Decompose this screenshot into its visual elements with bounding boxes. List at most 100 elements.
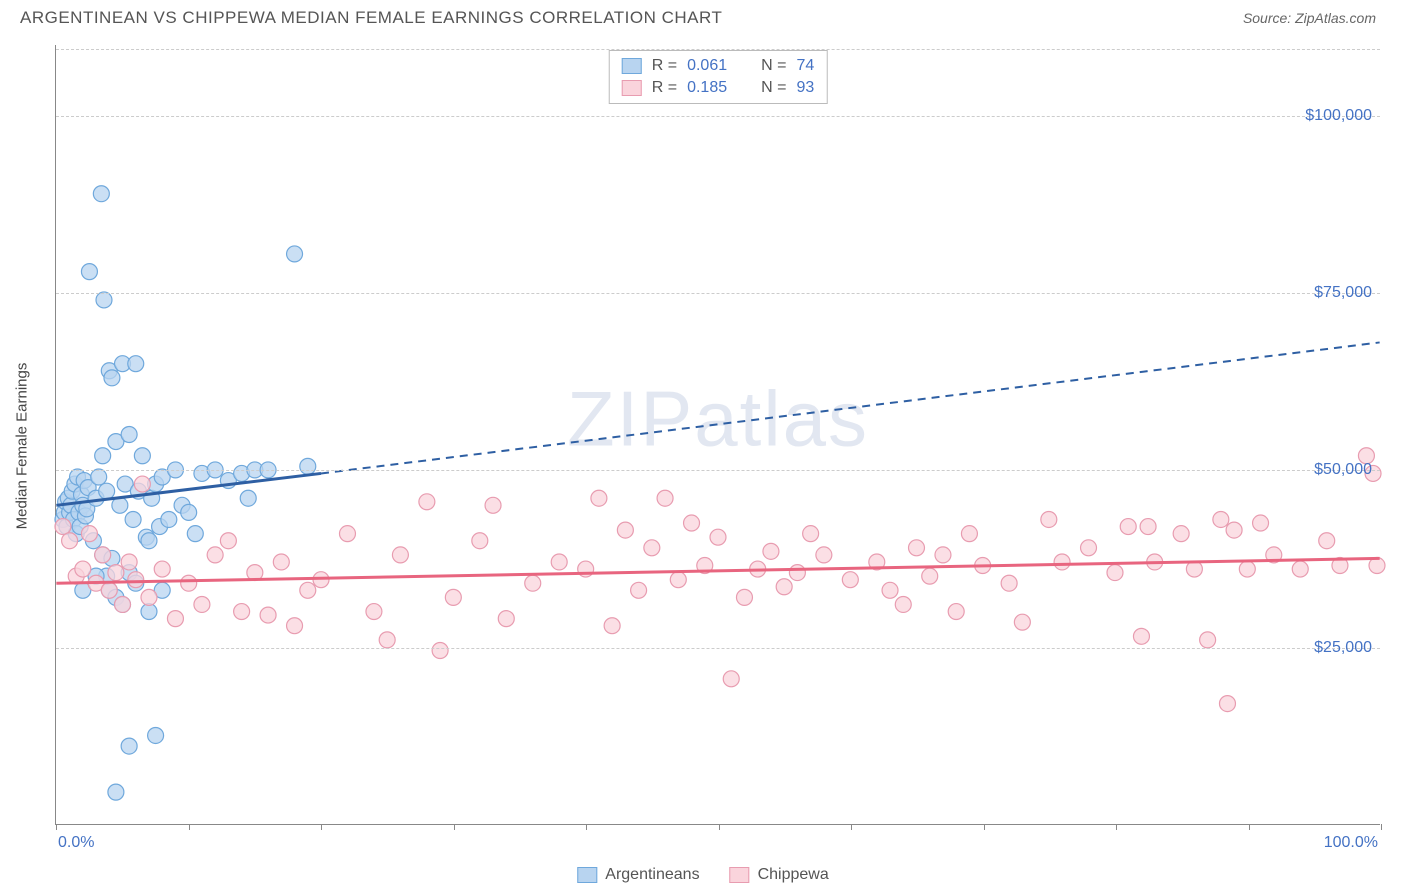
- data-point: [125, 511, 141, 527]
- data-point: [922, 568, 938, 584]
- data-point: [789, 565, 805, 581]
- data-point: [670, 572, 686, 588]
- data-point: [1107, 565, 1123, 581]
- legend-swatch: [577, 867, 597, 883]
- legend-n-label: N =: [761, 79, 786, 97]
- legend-series-label: Chippewa: [758, 866, 829, 884]
- data-point: [895, 596, 911, 612]
- legend-n-label: N =: [761, 57, 786, 75]
- legend-swatch: [730, 867, 750, 883]
- data-point: [95, 448, 111, 464]
- legend-series-item: Chippewa: [730, 866, 829, 884]
- data-point: [1041, 511, 1057, 527]
- data-point: [96, 292, 112, 308]
- data-point: [1140, 519, 1156, 535]
- data-point: [842, 572, 858, 588]
- legend-correlation: R =0.061N =74R =0.185N =93: [609, 50, 828, 104]
- x-tick: [851, 824, 852, 830]
- data-point: [194, 596, 210, 612]
- x-tick: [719, 824, 720, 830]
- legend-row: R =0.061N =74: [622, 55, 815, 77]
- data-point: [181, 575, 197, 591]
- data-point: [657, 490, 673, 506]
- x-tick: [1381, 824, 1382, 830]
- data-point: [551, 554, 567, 570]
- data-point: [121, 738, 137, 754]
- legend-series-item: Argentineans: [577, 866, 699, 884]
- gridline: [56, 470, 1380, 471]
- data-point: [644, 540, 660, 556]
- data-point: [75, 561, 91, 577]
- trend-line-extrapolated: [321, 342, 1380, 473]
- data-point: [803, 526, 819, 542]
- data-point: [961, 526, 977, 542]
- data-point: [948, 604, 964, 620]
- data-point: [93, 186, 109, 202]
- y-tick-label: $100,000: [1305, 107, 1372, 125]
- data-point: [1014, 614, 1030, 630]
- data-point: [1200, 632, 1216, 648]
- gridline: [56, 49, 1380, 50]
- legend-r-value: 0.061: [687, 57, 727, 75]
- legend-swatch: [622, 80, 642, 96]
- data-point: [472, 533, 488, 549]
- legend-swatch: [622, 58, 642, 74]
- data-point: [935, 547, 951, 563]
- data-point: [207, 547, 223, 563]
- data-point: [776, 579, 792, 595]
- data-point: [736, 589, 752, 605]
- gridline: [56, 293, 1380, 294]
- data-point: [1173, 526, 1189, 542]
- data-point: [604, 618, 620, 634]
- data-point: [591, 490, 607, 506]
- legend-r-value: 0.185: [687, 79, 727, 97]
- data-point: [108, 565, 124, 581]
- data-point: [1239, 561, 1255, 577]
- data-point: [141, 589, 157, 605]
- data-point: [1001, 575, 1017, 591]
- data-point: [287, 246, 303, 262]
- data-point: [882, 582, 898, 598]
- data-point: [121, 427, 137, 443]
- data-point: [498, 611, 514, 627]
- data-point: [81, 526, 97, 542]
- data-point: [763, 543, 779, 559]
- data-point: [485, 497, 501, 513]
- data-point: [273, 554, 289, 570]
- data-point: [723, 671, 739, 687]
- data-point: [710, 529, 726, 545]
- gridline: [56, 116, 1380, 117]
- data-point: [101, 582, 117, 598]
- data-point: [339, 526, 355, 542]
- data-point: [55, 519, 71, 535]
- data-point: [220, 533, 236, 549]
- data-point: [1253, 515, 1269, 531]
- legend-row: R =0.185N =93: [622, 77, 815, 99]
- data-point: [154, 561, 170, 577]
- y-tick-label: $75,000: [1314, 284, 1372, 302]
- x-tick: [984, 824, 985, 830]
- data-point: [148, 727, 164, 743]
- data-point: [161, 511, 177, 527]
- x-tick: [454, 824, 455, 830]
- data-point: [300, 458, 316, 474]
- data-point: [260, 607, 276, 623]
- x-tick: [189, 824, 190, 830]
- data-point: [432, 643, 448, 659]
- data-point: [366, 604, 382, 620]
- data-point: [525, 575, 541, 591]
- y-tick-label: $50,000: [1314, 461, 1372, 479]
- data-point: [81, 264, 97, 280]
- data-point: [115, 596, 131, 612]
- plot-svg: [56, 45, 1380, 824]
- data-point: [419, 494, 435, 510]
- data-point: [108, 784, 124, 800]
- x-tick: [1249, 824, 1250, 830]
- x-tick: [321, 824, 322, 830]
- data-point: [167, 611, 183, 627]
- legend-r-label: R =: [652, 57, 677, 75]
- x-tick: [56, 824, 57, 830]
- data-point: [1319, 533, 1335, 549]
- data-point: [617, 522, 633, 538]
- chart-title: ARGENTINEAN VS CHIPPEWA MEDIAN FEMALE EA…: [20, 8, 722, 28]
